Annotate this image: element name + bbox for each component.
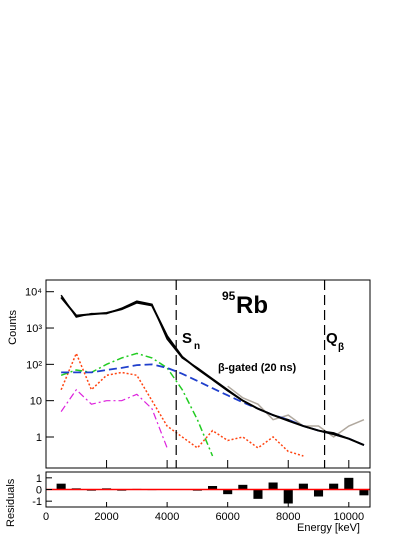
y-tick-label: -1 bbox=[32, 496, 42, 508]
data-line bbox=[60, 296, 365, 446]
residual-bar bbox=[253, 489, 263, 499]
data-line bbox=[227, 385, 365, 438]
gate-label: β-gated (20 ns) bbox=[218, 362, 297, 374]
y-tick-label: 10³ bbox=[26, 323, 42, 335]
residual-axis-label: Residuals bbox=[5, 478, 17, 527]
residual-bar bbox=[359, 489, 369, 496]
residual-bar bbox=[268, 482, 278, 490]
x-tick-label: 6000 bbox=[215, 511, 239, 523]
y-tick-label: 10 bbox=[30, 396, 42, 408]
y-tick-label: 0 bbox=[36, 485, 42, 497]
residual-bar bbox=[283, 489, 293, 504]
residual-bar bbox=[208, 486, 218, 490]
y-axis-label: Counts bbox=[7, 310, 19, 345]
y-tick-label: 10⁴ bbox=[25, 287, 42, 299]
x-tick-label: 8000 bbox=[276, 511, 300, 523]
residual-bar bbox=[223, 489, 233, 495]
residual-bar bbox=[313, 489, 324, 497]
x-axis-label: Energy [keV] bbox=[297, 522, 360, 534]
y-tick-label: 10² bbox=[26, 359, 42, 371]
residual-bar bbox=[238, 484, 248, 490]
data-line bbox=[60, 388, 168, 449]
q-subscript: β bbox=[338, 342, 344, 353]
residual-bar bbox=[329, 483, 339, 490]
x-tick-label: 0 bbox=[43, 511, 49, 523]
title-mass: 95 bbox=[222, 289, 236, 303]
residual-bar bbox=[56, 483, 66, 490]
sn-subscript: n bbox=[194, 341, 200, 352]
sn-label: S bbox=[182, 330, 192, 347]
y-tick-label: 1 bbox=[36, 473, 42, 485]
x-tick-label: 10000 bbox=[334, 511, 365, 523]
data-line bbox=[60, 352, 214, 457]
x-tick-label: 2000 bbox=[94, 511, 118, 523]
residual-bar bbox=[298, 483, 308, 490]
data-line bbox=[60, 294, 365, 446]
residual-bar bbox=[344, 477, 354, 490]
y-tick-label: 1 bbox=[36, 432, 42, 444]
data-line bbox=[60, 351, 304, 457]
title-element: Rb bbox=[236, 292, 268, 319]
q-label: Q bbox=[326, 330, 338, 347]
plot-frame bbox=[45, 279, 371, 469]
data-line bbox=[61, 363, 365, 446]
x-tick-label: 4000 bbox=[155, 511, 179, 523]
